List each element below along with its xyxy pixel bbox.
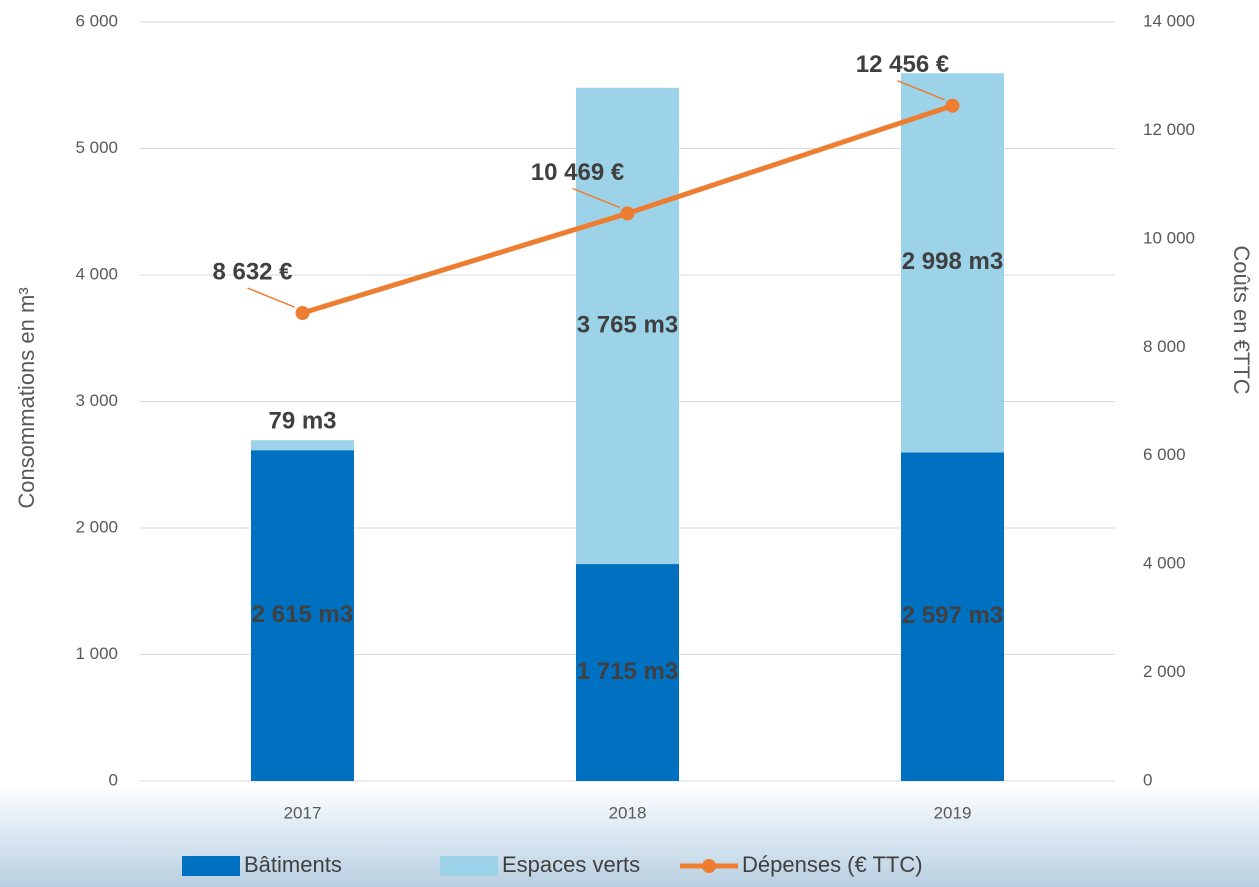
y2-tick-label: 4 000	[1143, 554, 1186, 573]
y-tick-label: 5 000	[75, 138, 118, 157]
leader-line	[897, 80, 945, 101]
data-label: 12 456 €	[856, 51, 949, 78]
line-point	[945, 98, 960, 113]
y2-tick-label: 0	[1143, 770, 1152, 789]
legend-label: Bâtiments	[244, 852, 342, 877]
y-tick-label: 1 000	[75, 644, 118, 663]
y2-tick-label: 2 000	[1143, 662, 1186, 681]
y2-tick-label: 10 000	[1143, 228, 1195, 247]
x-tick-label: 2017	[284, 803, 322, 822]
x-tick-label: 2019	[934, 803, 972, 822]
legend-label: Dépenses (€ TTC)	[742, 852, 923, 877]
bar	[576, 87, 679, 565]
legend-swatch	[440, 856, 498, 876]
data-label: 1 715 m3	[577, 658, 678, 685]
bar	[251, 440, 354, 451]
data-label: 8 632 €	[212, 258, 292, 285]
data-label: 3 765 m3	[577, 311, 678, 338]
legend-swatch-marker	[702, 859, 716, 873]
y2-tick-label: 12 000	[1143, 120, 1195, 139]
y-tick-label: 4 000	[75, 264, 118, 283]
data-label: 10 469 €	[531, 159, 624, 186]
data-label: 2 998 m3	[902, 248, 1003, 275]
y2-axis-title: Coûts en €TTC	[1229, 245, 1254, 394]
y-tick-label: 3 000	[75, 391, 118, 410]
legend-label: Espaces verts	[502, 852, 640, 877]
bar	[576, 564, 679, 781]
line-point	[295, 306, 310, 321]
data-label: 2 597 m3	[902, 602, 1003, 629]
y-tick-label: 6 000	[75, 11, 118, 30]
leader-line	[247, 287, 295, 308]
leader-line	[572, 187, 620, 209]
y2-tick-label: 8 000	[1143, 337, 1186, 356]
x-tick-label: 2018	[609, 803, 647, 822]
data-label: 79 m3	[268, 408, 336, 435]
bar	[901, 452, 1004, 781]
y-tick-label: 2 000	[75, 517, 118, 536]
y2-tick-label: 14 000	[1143, 11, 1195, 30]
bar	[251, 450, 354, 781]
data-label: 2 615 m3	[252, 601, 353, 628]
y-tick-label: 0	[109, 770, 118, 789]
line-point	[620, 206, 635, 221]
legend-swatch	[182, 856, 240, 876]
y-axis-title: Consommations en m³	[14, 287, 39, 508]
bar	[901, 73, 1004, 453]
y2-tick-label: 6 000	[1143, 445, 1186, 464]
